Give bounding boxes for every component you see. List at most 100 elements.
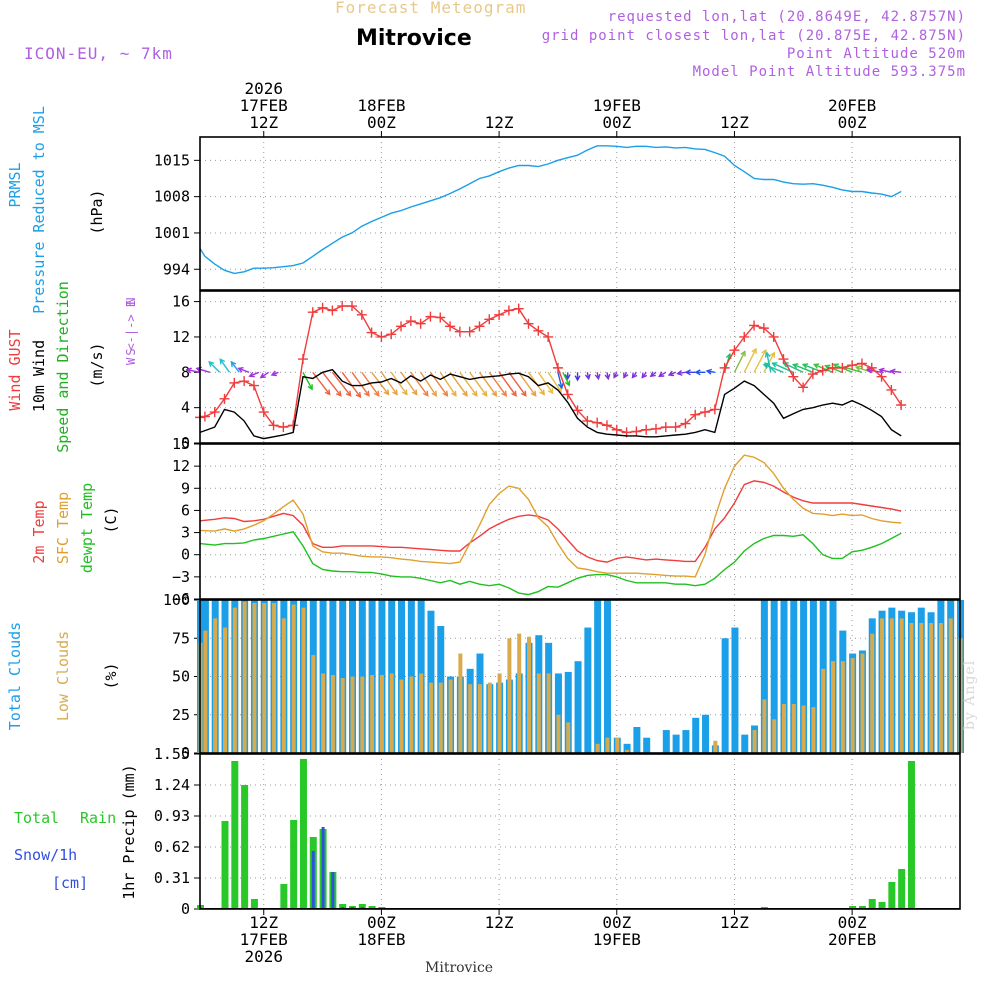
total-cloud-bar — [623, 743, 631, 753]
wind-arrow — [186, 369, 201, 373]
wind-arrow-head — [623, 372, 629, 379]
y-tick-label: 25 — [172, 706, 190, 724]
gust-marker — [503, 305, 514, 316]
legend-low-clouds: Low Clouds — [54, 631, 72, 721]
gust-marker — [356, 309, 367, 320]
gust-marker — [229, 377, 240, 388]
y-tick-label: 9 — [181, 479, 190, 497]
y-tick-label: 0 — [181, 900, 190, 918]
low-cloud-bar — [889, 618, 894, 753]
gust-marker — [317, 302, 328, 313]
wind-arrow — [371, 371, 390, 395]
low-cloud-bar — [791, 704, 796, 753]
y-tick-label: 16 — [172, 293, 190, 311]
y-tick-label: 15 — [172, 435, 190, 453]
low-cloud-bar — [252, 603, 257, 753]
low-cloud-bar — [203, 630, 208, 753]
wind-arrow — [562, 371, 570, 386]
wind-arrow-head — [501, 390, 508, 397]
y-tick-label: 75 — [172, 629, 190, 647]
y-tick-label: 12 — [172, 328, 190, 346]
low-cloud-bar — [605, 737, 610, 753]
wind-arrow-head — [364, 390, 370, 397]
wind-arrow — [208, 361, 221, 373]
total-cloud-bar — [643, 737, 651, 753]
y-tick-label: 50 — [172, 668, 190, 686]
y-tick-label: 0.62 — [154, 838, 190, 856]
low-cloud-bar — [948, 618, 953, 753]
point-altitude: Point Altitude 520m — [786, 46, 966, 62]
low-cloud-bar — [477, 684, 482, 753]
wind-arrow-head — [676, 369, 683, 376]
wind-arrow-head — [694, 369, 701, 376]
wind-arrow — [196, 367, 211, 373]
gust-marker — [856, 358, 867, 369]
rain-bar — [849, 906, 857, 909]
wind-arrow-head — [259, 372, 266, 379]
low-cloud-bar — [223, 627, 228, 753]
total-cloud-bar — [339, 600, 347, 753]
y-tick-label: 100 — [163, 591, 190, 609]
wind-arrow-head — [383, 389, 390, 396]
wind-arrow-head — [761, 348, 767, 356]
wind-arrow-head — [373, 390, 380, 397]
gust-marker — [778, 354, 789, 365]
bottom-axis-label: 20FEB — [828, 930, 876, 949]
low-cloud-bar — [321, 673, 326, 753]
top-axis-label: 00Z — [838, 113, 867, 132]
wind-arrow — [557, 372, 563, 389]
y-tick-label: 0 — [181, 546, 190, 564]
low-cloud-bar — [929, 622, 934, 753]
wind-arrow-head — [547, 388, 554, 395]
total-cloud-bar — [731, 627, 739, 753]
low-cloud-bar — [379, 674, 384, 753]
low-cloud-bar — [350, 676, 355, 753]
wind-arrow — [238, 367, 250, 373]
top-axis-label: 00Z — [367, 113, 396, 132]
rain-bar — [241, 785, 249, 909]
wind-arrow — [390, 371, 408, 395]
low-cloud-bar — [615, 737, 620, 753]
bottom-axis-label: 12Z — [720, 913, 749, 932]
gust-marker — [523, 318, 534, 329]
total-cloud-bar — [398, 600, 406, 753]
top-axis-label: 2026 — [244, 79, 283, 98]
low-cloud-bar — [360, 676, 365, 753]
bottom-axis-label: 19FEB — [593, 930, 641, 949]
top-axis-label: 12Z — [720, 113, 749, 132]
wind-arrow-head — [530, 390, 537, 397]
y-tick-label: 6 — [181, 501, 190, 519]
wind-arrow — [449, 371, 468, 397]
gust-marker — [484, 314, 495, 325]
wind-arrow-head — [769, 351, 776, 358]
low-cloud-bar — [811, 707, 816, 753]
total-cloud-bar — [790, 600, 798, 753]
top-axis-label: 12Z — [249, 113, 278, 132]
wind-arrow — [400, 371, 418, 395]
gust-marker — [837, 362, 848, 373]
gust-marker — [651, 423, 661, 434]
wind-arrow-head — [641, 372, 648, 379]
low-cloud-bar — [821, 668, 826, 753]
low-cloud-bar — [272, 603, 277, 753]
low-cloud-bar — [262, 603, 267, 753]
gust-marker — [268, 420, 279, 431]
total-cloud-bar — [594, 600, 602, 753]
gust-marker — [445, 321, 456, 332]
y-tick-label: 1001 — [154, 224, 190, 242]
rain-bar — [290, 820, 298, 909]
gust-marker — [660, 422, 671, 433]
panel-frame — [199, 136, 961, 291]
gust-marker — [719, 362, 730, 373]
wind-arrow-head — [751, 347, 757, 354]
low-cloud-bar — [781, 704, 786, 753]
y-tick-label: 8 — [181, 363, 190, 381]
footer-city-label: Mitrovice — [425, 960, 494, 976]
gust-marker — [827, 362, 838, 373]
wind-arrow-head — [705, 368, 712, 375]
low-cloud-bar — [870, 633, 875, 753]
wind-arrow-head — [684, 369, 691, 376]
panel-temperature: −6 −3 0 3 6 9 12 15 — [172, 435, 961, 608]
wind-arrow — [312, 371, 331, 395]
low-cloud-bar — [242, 601, 247, 753]
